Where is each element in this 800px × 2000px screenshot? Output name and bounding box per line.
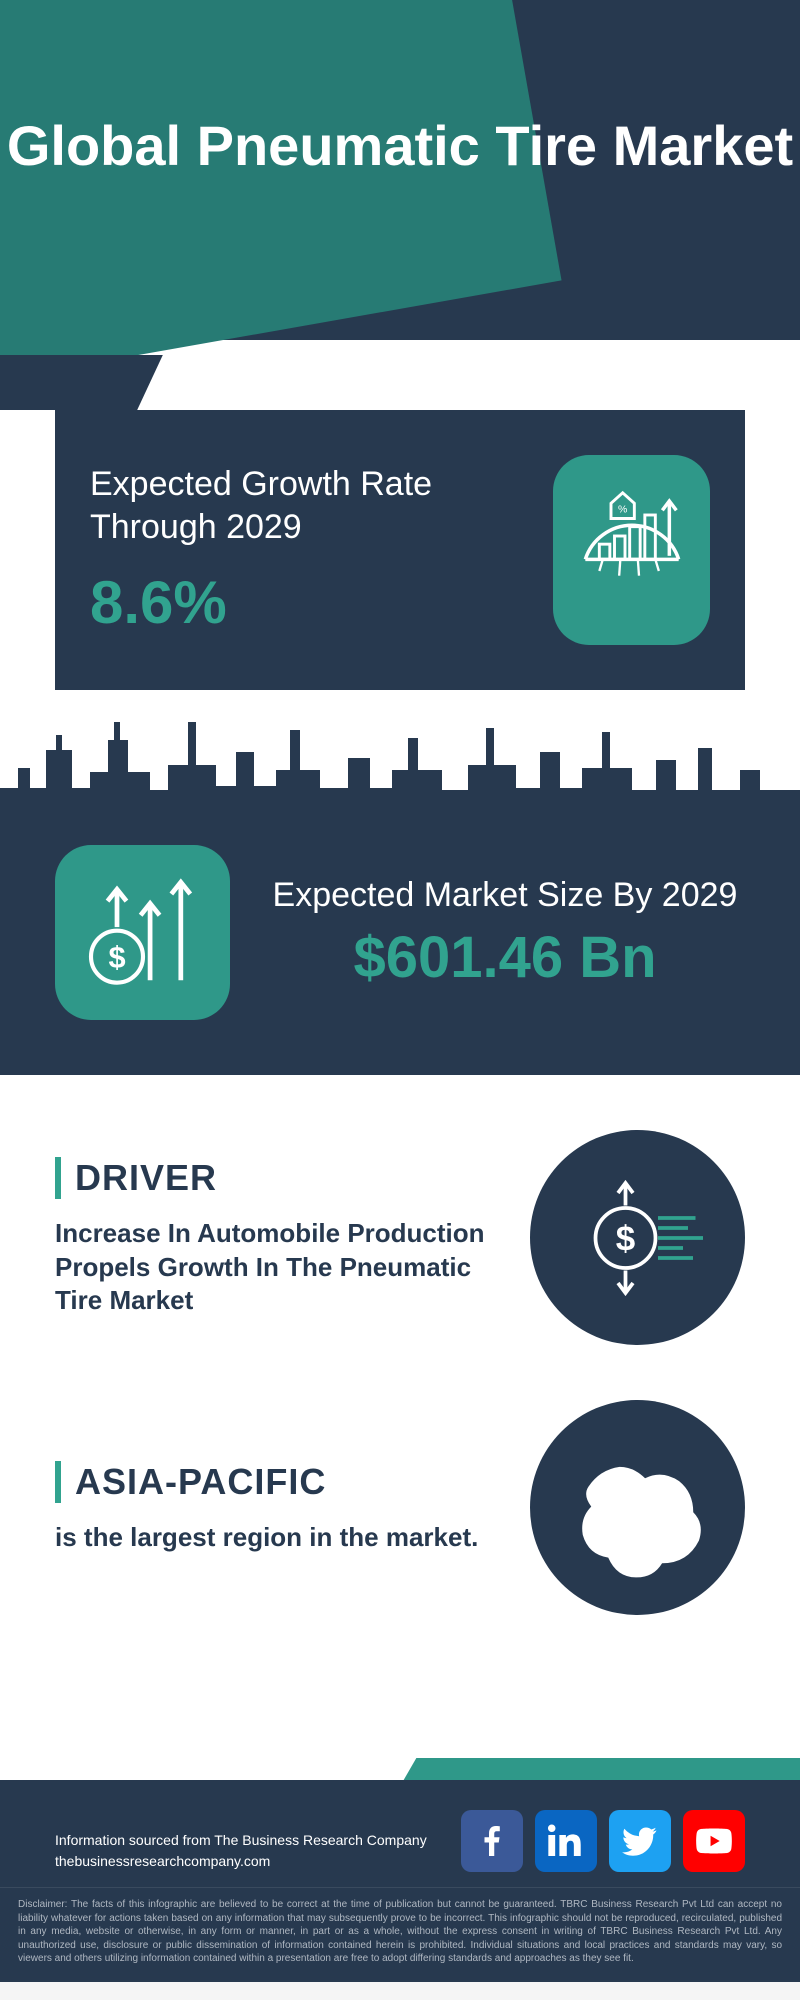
infographic-container: Global Pneumatic Tire Market Expected Gr… bbox=[0, 0, 800, 1982]
region-text: ASIA-PACIFIC is the largest region in th… bbox=[55, 1461, 500, 1555]
driver-circle-icon: $ bbox=[530, 1130, 745, 1345]
twitter-icon bbox=[622, 1823, 658, 1859]
youtube-icon bbox=[696, 1823, 732, 1859]
region-row: ASIA-PACIFIC is the largest region in th… bbox=[55, 1400, 745, 1615]
skyline-icon bbox=[0, 710, 800, 820]
market-size-text: Expected Market Size By 2029 $601.46 Bn bbox=[265, 874, 745, 992]
social-row bbox=[461, 1810, 745, 1872]
linkedin-button[interactable] bbox=[535, 1810, 597, 1872]
region-heading: ASIA-PACIFIC bbox=[55, 1461, 500, 1503]
driver-heading: DRIVER bbox=[55, 1157, 500, 1199]
footer-source: Information sourced from The Business Re… bbox=[55, 1830, 427, 1872]
facebook-icon bbox=[474, 1823, 510, 1859]
dollar-arrows-icon: $ bbox=[55, 845, 230, 1020]
header-accent bbox=[0, 355, 163, 410]
region-globe-icon bbox=[530, 1400, 745, 1615]
svg-text:$: $ bbox=[108, 939, 125, 974]
driver-body: Increase In Automobile Production Propel… bbox=[55, 1217, 500, 1318]
footer: Information sourced from The Business Re… bbox=[0, 1780, 800, 1887]
facebook-button[interactable] bbox=[461, 1810, 523, 1872]
source-line1: Information sourced from The Business Re… bbox=[55, 1830, 427, 1851]
svg-text:$: $ bbox=[615, 1219, 634, 1258]
growth-label: Expected Growth Rate Through 2029 bbox=[90, 463, 553, 548]
svg-text:%: % bbox=[618, 504, 627, 516]
header: Global Pneumatic Tire Market bbox=[0, 0, 800, 410]
growth-value: 8.6% bbox=[90, 568, 553, 637]
driver-text: DRIVER Increase In Automobile Production… bbox=[55, 1157, 500, 1318]
linkedin-icon bbox=[548, 1823, 584, 1859]
region-body: is the largest region in the market. bbox=[55, 1521, 500, 1555]
driver-row: DRIVER Increase In Automobile Production… bbox=[55, 1130, 745, 1345]
page-title: Global Pneumatic Tire Market bbox=[0, 115, 800, 177]
market-size-label: Expected Market Size By 2029 bbox=[265, 874, 745, 917]
info-section: DRIVER Increase In Automobile Production… bbox=[0, 1075, 800, 1780]
growth-chart-icon: % bbox=[553, 455, 710, 645]
disclaimer: Disclaimer: The facts of this infographi… bbox=[0, 1887, 800, 1982]
growth-rate-panel: Expected Growth Rate Through 2029 8.6% % bbox=[55, 410, 745, 690]
growth-text: Expected Growth Rate Through 2029 8.6% bbox=[90, 463, 553, 637]
youtube-button[interactable] bbox=[683, 1810, 745, 1872]
source-line2: thebusinessresearchcompany.com bbox=[55, 1851, 427, 1872]
twitter-button[interactable] bbox=[609, 1810, 671, 1872]
footer-accent bbox=[404, 1758, 800, 1780]
skyline-divider bbox=[0, 700, 800, 820]
market-size-value: $601.46 Bn bbox=[265, 924, 745, 991]
market-size-panel: $ Expected Market Size By 2029 $601.46 B… bbox=[0, 820, 800, 1075]
